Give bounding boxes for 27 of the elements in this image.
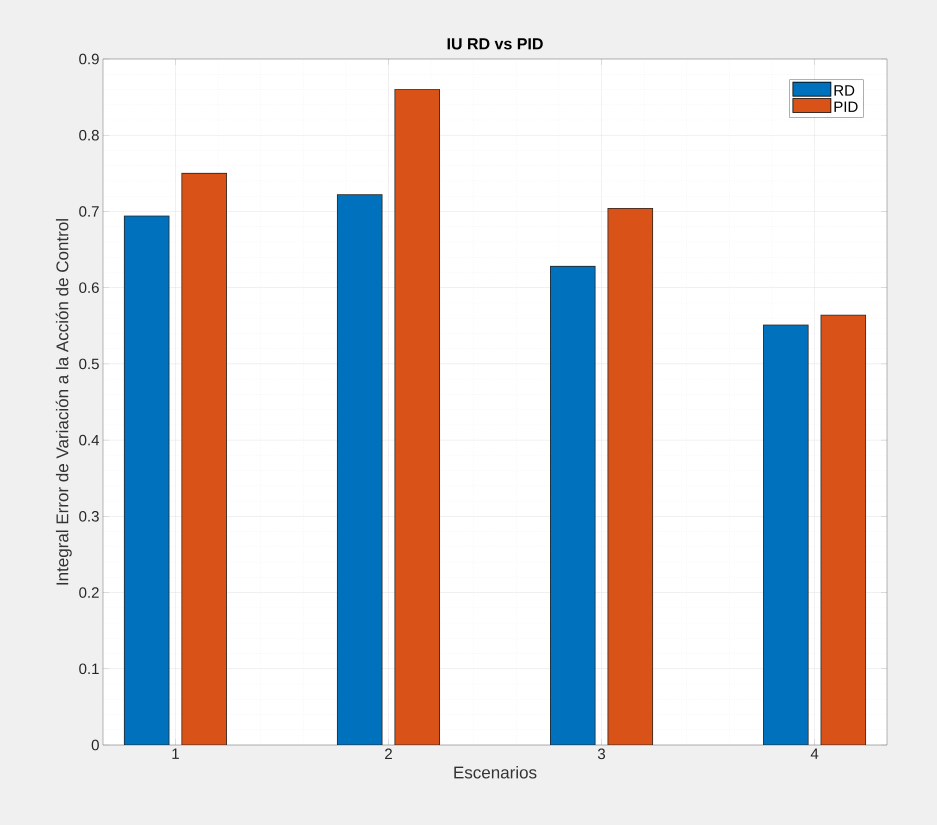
legend-label: PID: [834, 102, 858, 112]
y-tick-label: 0.6: [79, 282, 99, 293]
y-tick-label: 0.7: [79, 206, 99, 217]
legend-label: RD: [834, 85, 854, 96]
x-tick-label: 2: [385, 748, 392, 760]
x-axis-title: Escenarios: [454, 766, 536, 779]
bar: [336, 194, 382, 745]
bar: [550, 266, 596, 745]
bar: [763, 324, 809, 745]
x-tick-label: 4: [810, 748, 818, 759]
bar: [181, 172, 227, 745]
y-tick-label: 0.3: [79, 511, 99, 522]
bar: [820, 314, 866, 745]
x-tick-label: 3: [598, 748, 606, 760]
y-tick-label: 0: [92, 740, 99, 750]
y-tick-label: 0.5: [79, 358, 99, 370]
bar: [124, 216, 170, 745]
y-axis-title: Integral Error de Variación a la Acción de Control: [56, 219, 72, 585]
y-tick-label: 0.1: [79, 663, 99, 674]
bar: [394, 89, 440, 745]
x-tick-label: 1: [172, 748, 179, 759]
y-tick-label: 0.9: [79, 54, 99, 64]
chart-title: IU RD vs PID: [448, 38, 543, 50]
y-tick-label: 0.2: [79, 587, 99, 598]
y-tick-label: 0.8: [79, 130, 99, 141]
bar: [608, 208, 654, 745]
y-tick-label: 0.4: [79, 434, 100, 446]
